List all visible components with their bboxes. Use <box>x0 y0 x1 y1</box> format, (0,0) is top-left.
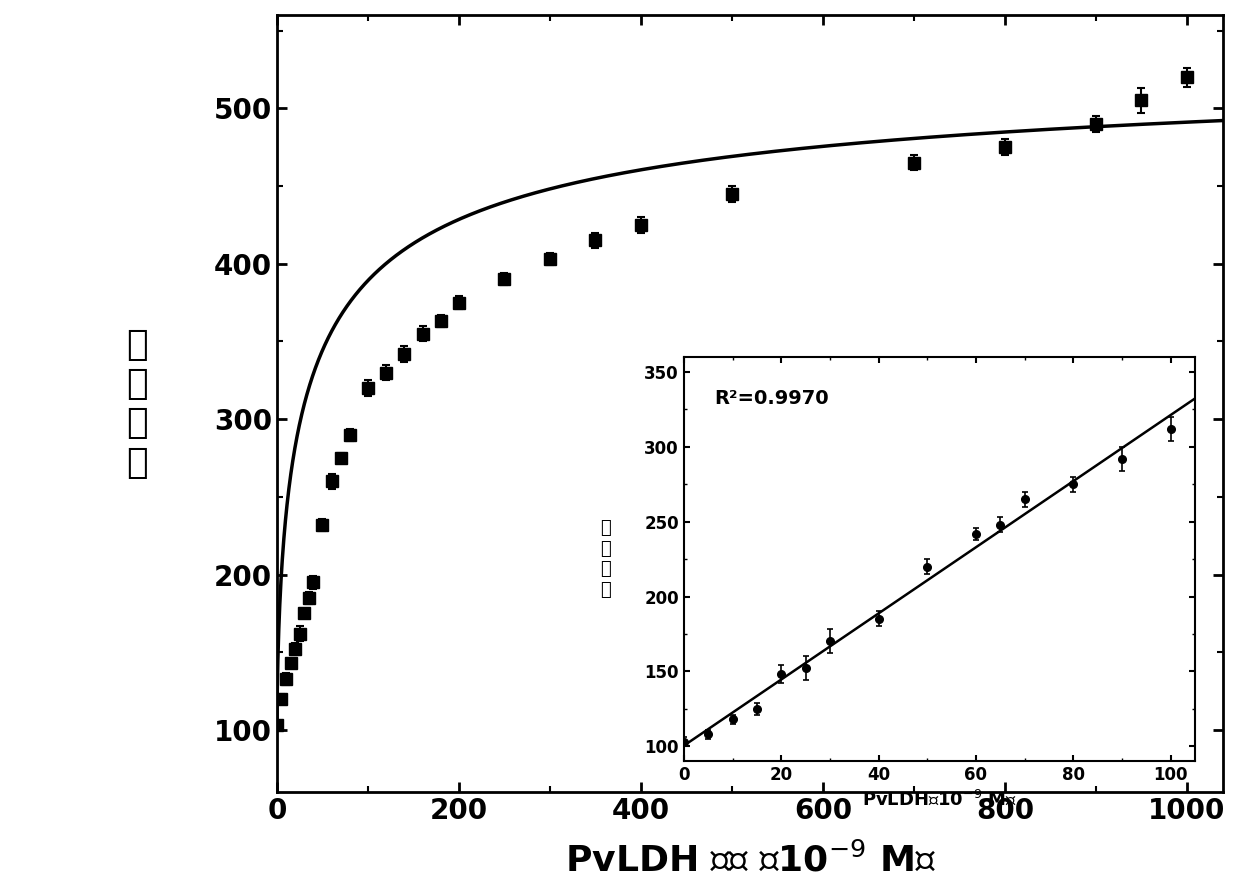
X-axis label: PvLDH 浓度 （10$^{-9}$ M）: PvLDH 浓度 （10$^{-9}$ M） <box>564 842 935 878</box>
Y-axis label: 荧
光
强
度: 荧 光 强 度 <box>126 328 149 480</box>
